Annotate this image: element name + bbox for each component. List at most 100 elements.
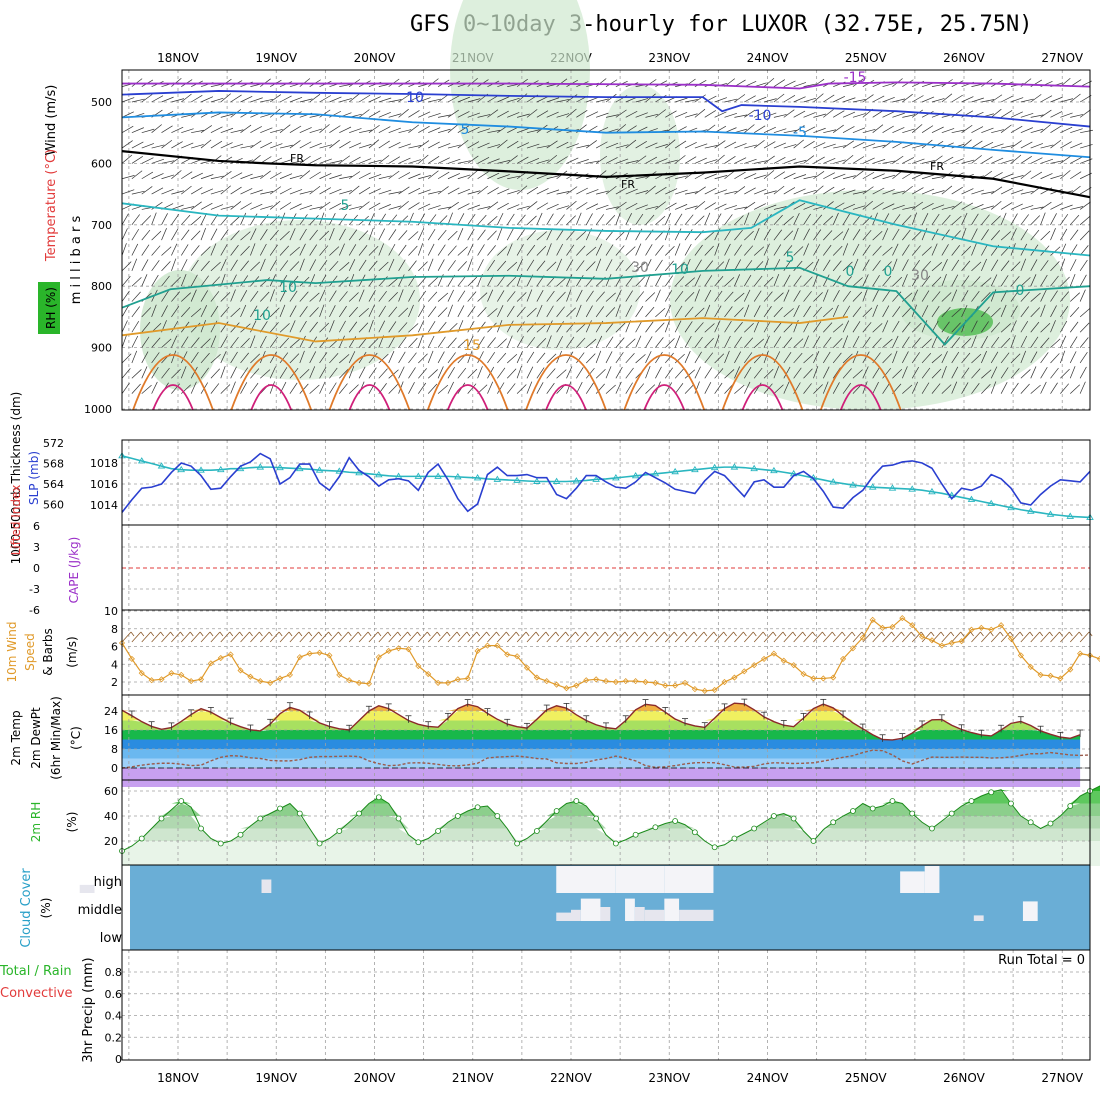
wind-barb bbox=[951, 381, 958, 394]
thickness-marker bbox=[157, 462, 166, 469]
surface-wind-barb bbox=[565, 631, 569, 637]
wind-barb bbox=[576, 323, 587, 333]
wind-barb bbox=[724, 369, 735, 379]
surface-wind-barb bbox=[752, 631, 757, 637]
wind-barb bbox=[457, 125, 470, 133]
li-tick-label: -6 bbox=[29, 604, 40, 617]
wind-barb bbox=[200, 227, 207, 241]
rh-marker bbox=[1047, 820, 1054, 827]
wind-barb bbox=[576, 274, 584, 287]
wind-barb bbox=[981, 191, 995, 195]
wind-barb bbox=[319, 124, 330, 133]
wind-barb bbox=[664, 290, 673, 302]
li-tick-label: 0 bbox=[33, 562, 40, 575]
rh-band bbox=[122, 841, 1100, 866]
wind-barb bbox=[763, 243, 770, 256]
wind-barb bbox=[131, 243, 139, 256]
isotherm-15 bbox=[121, 316, 849, 343]
wind-barb bbox=[822, 274, 830, 287]
wind-barb bbox=[744, 230, 754, 241]
wind-barb bbox=[131, 78, 143, 87]
wind-barb bbox=[704, 145, 718, 149]
wind-barb bbox=[388, 291, 398, 302]
wind-barb bbox=[595, 258, 602, 271]
wind-barb bbox=[200, 212, 208, 225]
surface-wind-barb bbox=[664, 631, 668, 637]
wind-barb bbox=[368, 173, 382, 180]
thickness-marker bbox=[1046, 510, 1055, 517]
thickness-tick-label: 560 bbox=[43, 499, 64, 512]
wind-barb bbox=[378, 175, 392, 180]
wind-barb bbox=[131, 369, 142, 379]
wind-barb bbox=[141, 384, 152, 394]
wind-barb bbox=[516, 214, 526, 226]
wind-barb bbox=[240, 352, 249, 364]
thickness-marker bbox=[710, 463, 719, 471]
wind-barb bbox=[645, 321, 654, 333]
wind-barb bbox=[181, 307, 191, 318]
wind-barb bbox=[852, 98, 866, 103]
wind-barb bbox=[931, 228, 939, 241]
wind-barb bbox=[704, 173, 717, 180]
surface-wind-barb bbox=[515, 631, 520, 637]
wind-barb bbox=[338, 243, 345, 256]
wind-barb bbox=[1020, 228, 1029, 241]
wind-barb bbox=[516, 244, 524, 256]
wind-barb bbox=[595, 383, 605, 394]
wind-barb bbox=[497, 260, 507, 272]
wind-speed-marker bbox=[612, 678, 619, 686]
wind-barb bbox=[181, 214, 191, 226]
isotherm-25-arc bbox=[446, 384, 489, 411]
wind-barb bbox=[842, 290, 851, 302]
wind-barb bbox=[1060, 204, 1073, 210]
wind-barb bbox=[556, 205, 570, 210]
wind-barb bbox=[615, 352, 624, 364]
wind-barb bbox=[694, 274, 701, 287]
rh-marker bbox=[494, 813, 501, 819]
wind-barb bbox=[684, 229, 693, 241]
wind-barb bbox=[151, 144, 165, 149]
wind-barb bbox=[704, 367, 713, 379]
wind-barb bbox=[832, 382, 840, 394]
wind-barb bbox=[536, 304, 543, 318]
wind-barb bbox=[1079, 259, 1088, 272]
wind-barb bbox=[823, 172, 835, 180]
wind-barb bbox=[427, 228, 436, 241]
wind-barb bbox=[823, 157, 836, 164]
surface-wind-barb bbox=[545, 631, 550, 637]
wind-barb bbox=[783, 351, 792, 364]
wind-barb bbox=[694, 366, 701, 379]
wind-barb bbox=[467, 276, 478, 287]
wind-barb bbox=[576, 109, 588, 118]
wind-barb bbox=[477, 128, 491, 134]
wind-barb bbox=[457, 367, 467, 379]
wind-barb bbox=[131, 258, 138, 271]
surface-wind-barb bbox=[526, 631, 537, 643]
wind-barb bbox=[852, 127, 866, 134]
surface-wind-barb bbox=[960, 631, 965, 637]
wind-barb bbox=[358, 109, 370, 118]
wind-barb bbox=[556, 78, 568, 87]
wind-barb bbox=[674, 243, 681, 256]
surface-wind-barb bbox=[328, 631, 332, 637]
wind-barb bbox=[506, 213, 515, 225]
wind-barb bbox=[141, 229, 151, 241]
wind-barb bbox=[210, 291, 220, 302]
wind-barb bbox=[467, 383, 477, 394]
wind-barb bbox=[931, 155, 943, 164]
vertical-gridlines bbox=[128, 440, 1063, 525]
vertical-gridlines bbox=[128, 780, 1063, 865]
wind-barb bbox=[931, 276, 942, 287]
wind-barb bbox=[181, 114, 195, 118]
wind-barb bbox=[131, 350, 138, 364]
wind-barb bbox=[704, 245, 714, 256]
wind-barb bbox=[724, 306, 733, 318]
wind-barb bbox=[605, 157, 618, 164]
wind-barb bbox=[497, 275, 506, 287]
wind-barb bbox=[990, 322, 1001, 333]
thickness-marker bbox=[1026, 507, 1035, 514]
wind-barb bbox=[674, 276, 685, 287]
wind-speed-marker bbox=[385, 647, 392, 655]
wind-barb bbox=[260, 277, 271, 287]
thickness-marker bbox=[414, 472, 423, 479]
